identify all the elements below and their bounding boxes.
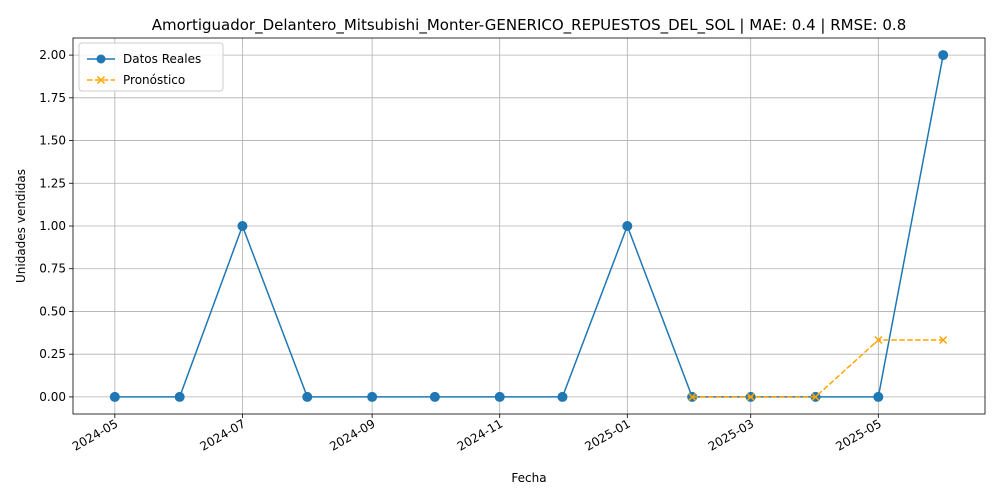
y-tick-label: 0.25 — [39, 347, 66, 361]
ticks: 0.00 0.25 0.50 0.75 1.00 1.25 1.50 1.75 2.00 2024… — [39, 48, 884, 454]
data-point — [494, 391, 505, 402]
y-tick-label: 0.75 — [39, 262, 66, 276]
y-tick-label: 0.00 — [39, 390, 66, 404]
data-point — [557, 391, 568, 402]
data-point — [109, 391, 120, 402]
legend-marker — [96, 54, 106, 64]
y-tick-label: 1.25 — [39, 176, 66, 190]
y-tick-label: 0.50 — [39, 304, 66, 318]
legend-marker — [96, 75, 106, 85]
chart-title: Amortiguador_Delantero_Mitsubishi_Monter… — [152, 16, 907, 35]
data-point — [746, 392, 755, 401]
y-tick-label: 1.50 — [39, 134, 66, 148]
legend-label: Datos Reales — [123, 52, 201, 66]
x-tick-label: 2024-09 — [327, 416, 377, 453]
y-tick-label: 1.75 — [39, 91, 66, 105]
data-point — [874, 335, 883, 345]
data-point — [302, 391, 313, 402]
x-tick-label: 2024-11 — [455, 416, 505, 453]
x-tick-label: 2024-07 — [198, 416, 248, 453]
x-tick-label: 2025-05 — [833, 416, 883, 453]
legend-entry: Pronóstico — [87, 73, 185, 87]
legend: Datos Reales Pronóstico — [78, 42, 224, 92]
series — [109, 50, 949, 402]
data-point — [688, 392, 697, 401]
y-tick-label: 1.00 — [39, 219, 66, 233]
data-point — [873, 391, 884, 402]
x-axis-label: Fecha — [511, 471, 546, 485]
data-point — [622, 221, 633, 231]
data-point — [939, 335, 948, 345]
legend-box — [78, 42, 224, 92]
grid — [73, 38, 985, 414]
y-tick-label: 2.00 — [39, 48, 66, 62]
y-axis-label: Unidades vendidas — [14, 169, 28, 283]
x-tick-label: 2024-05 — [70, 416, 120, 453]
data-point — [174, 391, 185, 402]
data-point — [811, 392, 820, 401]
series-forecast — [688, 335, 948, 401]
data-point — [367, 391, 378, 402]
legend-label: Pronóstico — [123, 73, 185, 87]
data-point — [938, 50, 949, 61]
series-line — [692, 339, 944, 398]
data-point — [237, 221, 248, 231]
x-tick-label: 2025-03 — [706, 416, 756, 453]
x-tick-label: 2025-01 — [582, 416, 632, 453]
data-point — [429, 391, 440, 402]
legend-entry: Datos Reales — [87, 52, 201, 66]
